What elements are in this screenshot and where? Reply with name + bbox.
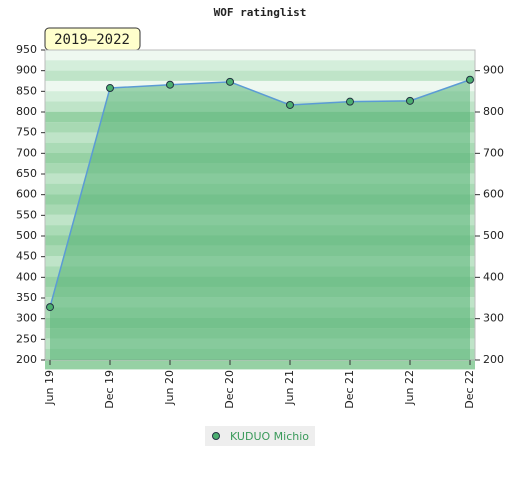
plot-stripe	[45, 60, 475, 71]
badge: 2019–2022	[54, 32, 130, 48]
x-tick-label: Jun 22	[403, 370, 416, 406]
plot-stripe	[45, 80, 475, 92]
y-tick-label: 300	[16, 312, 37, 325]
y-tick-label: 800	[16, 105, 37, 118]
point	[166, 80, 174, 89]
legend-marker	[212, 432, 220, 440]
area	[50, 79, 470, 360]
y-tick-label: 550	[16, 208, 37, 221]
y-tick-label: 750	[16, 126, 37, 139]
x-tick-label: Jun 19	[43, 370, 56, 406]
y-tick-label: 350	[16, 291, 37, 304]
y-tick-label: 400	[16, 270, 37, 283]
x-tick-label: Dec 20	[223, 370, 236, 409]
point	[46, 303, 54, 312]
y2-tick-label: 700	[483, 146, 504, 159]
chart-title: WOF ratinglist	[214, 6, 307, 19]
point	[346, 97, 354, 106]
plot-stripe	[45, 359, 475, 370]
y-tick-label: 600	[16, 188, 37, 201]
line	[49, 79, 471, 308]
plot-stripe	[45, 50, 475, 61]
x-tick-label: Dec 22	[463, 370, 476, 409]
point	[106, 84, 114, 93]
x-tick-label: Dec 21	[343, 370, 356, 409]
legend-label: KUDUO Michio	[230, 430, 309, 443]
point	[466, 75, 474, 84]
y-tick-label: 450	[16, 250, 37, 263]
plot-stripe	[45, 70, 475, 81]
x-tick-label: Jun 21	[283, 370, 296, 406]
y2-tick-label: 600	[483, 188, 504, 201]
y2-tick-label: 400	[483, 270, 504, 283]
y-tick-label: 200	[16, 353, 37, 366]
y-tick-label: 900	[16, 64, 37, 77]
y-tick-label: 650	[16, 167, 37, 180]
y-tick-label: 950	[16, 43, 37, 56]
y2-tick-label: 800	[483, 105, 504, 118]
legend-box	[205, 426, 315, 446]
y2-tick-label: 500	[483, 229, 504, 242]
y-tick-label: 700	[16, 146, 37, 159]
y2-tick-label: 200	[483, 353, 504, 366]
y2-tick-label: 900	[483, 64, 504, 77]
y-tick-label: 250	[16, 332, 37, 345]
y-tick-label: 500	[16, 229, 37, 242]
x-tick-label: Jun 20	[163, 370, 176, 406]
y-tick-label: 850	[16, 84, 37, 97]
y2-tick-label: 300	[483, 312, 504, 325]
point	[406, 96, 414, 105]
point	[226, 77, 234, 86]
point	[286, 100, 294, 109]
x-tick-label: Dec 19	[103, 370, 116, 409]
